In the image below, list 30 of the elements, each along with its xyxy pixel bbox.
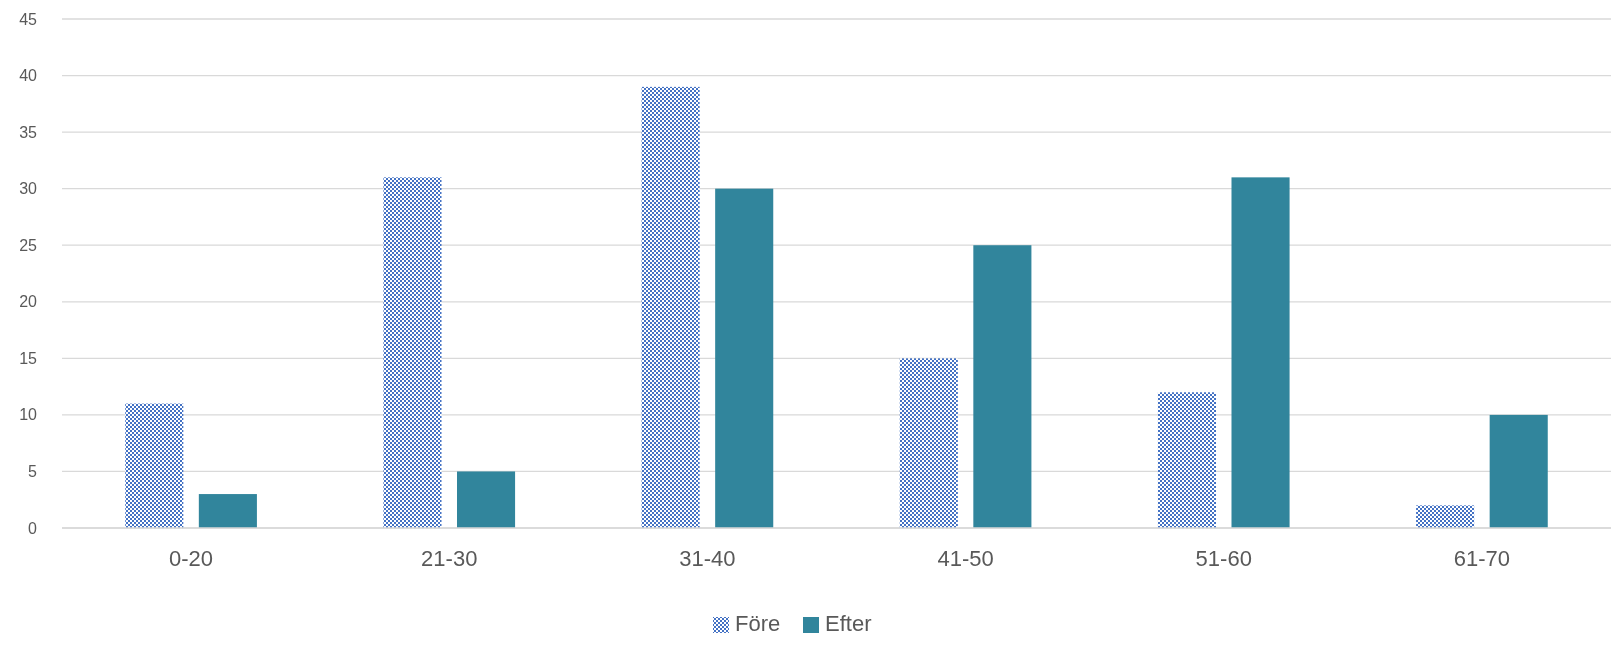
- bar: [198, 494, 257, 528]
- bar: [1231, 177, 1290, 528]
- x-tick-label: 0-20: [169, 546, 214, 571]
- x-tick-label: 21-30: [421, 546, 478, 571]
- bar: [973, 245, 1032, 528]
- y-tick-label: 0: [28, 519, 38, 537]
- x-tick-label: 31-40: [679, 546, 736, 571]
- y-tick-label: 10: [19, 406, 38, 424]
- y-tick-label: 20: [19, 293, 38, 311]
- bar: [1416, 505, 1475, 528]
- bar: [1489, 414, 1548, 528]
- y-tick-label: 35: [19, 123, 38, 141]
- bar: [125, 403, 184, 528]
- legend-label: Före: [735, 611, 781, 636]
- x-tick-label: 61-70: [1453, 546, 1511, 571]
- legend-label: Efter: [825, 611, 872, 636]
- x-tick-label: 51-60: [1195, 546, 1252, 571]
- y-tick-label: 30: [19, 180, 38, 198]
- y-tick-label: 15: [19, 349, 38, 367]
- y-tick-label: 40: [19, 67, 38, 85]
- x-tick-label: 41-50: [937, 546, 994, 571]
- bar: [715, 188, 774, 528]
- bar: [1157, 392, 1217, 528]
- y-tick-label: 5: [28, 463, 38, 481]
- y-tick-label: 45: [19, 10, 38, 28]
- bar: [457, 471, 516, 528]
- bar: [383, 177, 442, 528]
- bar: [641, 86, 700, 528]
- bar: [899, 358, 958, 528]
- y-tick-label: 25: [19, 236, 38, 254]
